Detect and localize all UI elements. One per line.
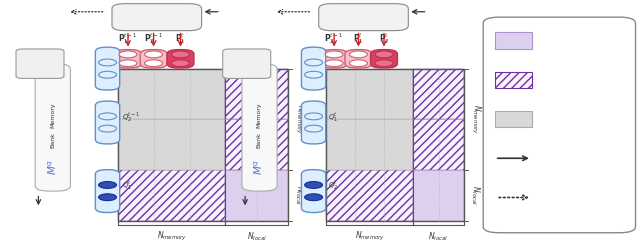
Circle shape [305,113,323,120]
Text: $M^p$: $M^p$ [363,18,380,32]
Circle shape [305,59,323,66]
Text: $M^p$: $M^p$ [156,18,173,32]
Text: $Q_1^t$: $Q_1^t$ [122,178,132,192]
Text: $M^q$: $M^q$ [47,159,59,175]
Text: Enqueue: Enqueue [540,154,577,163]
Text: k = 1: k = 1 [27,59,53,69]
FancyBboxPatch shape [95,47,120,90]
Circle shape [99,194,116,201]
FancyBboxPatch shape [319,4,408,31]
Circle shape [99,71,116,78]
Circle shape [375,60,393,67]
Text: Memory: Memory [141,7,172,16]
Text: Bank: Bank [147,13,166,22]
FancyBboxPatch shape [35,64,70,191]
Text: Bank: Bank [51,132,55,147]
Bar [326,69,464,220]
Bar [326,119,413,170]
Text: $\mathbf{P}_1^t$: $\mathbf{P}_1^t$ [175,31,186,46]
Circle shape [145,51,163,58]
Circle shape [119,51,137,58]
Text: $N_{local}$: $N_{local}$ [469,185,482,205]
Circle shape [305,125,323,132]
Bar [413,170,464,220]
Text: $N_{memory}$: $N_{memory}$ [157,230,187,243]
Circle shape [99,182,116,188]
FancyBboxPatch shape [112,4,202,31]
Circle shape [305,182,323,188]
Bar [118,170,225,220]
Text: $Q_1^t$: $Q_1^t$ [328,110,338,123]
FancyBboxPatch shape [483,17,636,233]
Bar [225,119,288,170]
Text: Memory: Memory [257,102,262,128]
Bar [495,72,532,88]
Bar [118,69,288,220]
Bar [225,170,288,220]
Text: partial gradient: partial gradient [540,75,605,84]
FancyBboxPatch shape [95,170,120,212]
Bar [413,119,464,170]
FancyBboxPatch shape [16,49,64,78]
FancyBboxPatch shape [321,49,348,68]
Bar [118,69,225,119]
FancyBboxPatch shape [301,47,326,90]
Text: $N_{memory}$: $N_{memory}$ [469,104,482,134]
FancyBboxPatch shape [371,49,397,68]
Text: $Q_2^{t-1}$: $Q_2^{t-1}$ [122,110,140,123]
Text: $\mathbf{P}_2^t$: $\mathbf{P}_2^t$ [379,31,389,46]
Text: $N_{local}$: $N_{local}$ [429,230,449,243]
Text: Bank: Bank [257,132,262,147]
Text: $Q_1^{t-1}$: $Q_1^{t-1}$ [122,56,140,69]
Text: $N_{memory}$: $N_{memory}$ [355,230,385,243]
Bar [495,32,532,49]
Text: no gradient: no gradient [540,115,588,123]
Circle shape [172,60,189,67]
Bar [326,69,413,119]
Text: $Q_2^{t-1}$: $Q_2^{t-1}$ [328,56,346,69]
Text: $\mathbf{P}_1^{t-1}$: $\mathbf{P}_1^{t-1}$ [118,31,138,46]
FancyBboxPatch shape [115,49,141,68]
Bar [495,111,532,127]
Text: $N_{memory}$: $N_{memory}$ [293,104,306,134]
Circle shape [325,51,343,58]
Text: $\mathbf{P}_2^{t-1}$: $\mathbf{P}_2^{t-1}$ [144,31,163,46]
Circle shape [99,125,116,132]
Circle shape [305,71,323,78]
Text: Bank: Bank [354,13,373,22]
Text: Memory: Memory [348,7,379,16]
Circle shape [172,51,189,58]
FancyBboxPatch shape [140,49,167,68]
Text: $M^q$: $M^q$ [253,159,266,175]
FancyBboxPatch shape [95,101,120,144]
Circle shape [145,60,163,67]
Circle shape [119,60,137,67]
FancyBboxPatch shape [345,49,372,68]
Text: $N_{local}$: $N_{local}$ [293,185,306,205]
Bar [118,119,225,170]
Bar [225,69,288,119]
Circle shape [99,113,116,120]
Text: $\mathbf{P}_1^t$: $\mathbf{P}_1^t$ [353,31,364,46]
Text: $Q_2^t$: $Q_2^t$ [328,178,338,192]
Circle shape [375,51,393,58]
Text: k = 2: k = 2 [234,59,260,69]
Text: Memory: Memory [51,102,55,128]
Text: full gradient: full gradient [540,36,591,45]
Text: $\mathbf{P}_2^{t-1}$: $\mathbf{P}_2^{t-1}$ [324,31,344,46]
Bar [413,69,464,119]
Text: $N_{local}$: $N_{local}$ [246,230,267,243]
FancyBboxPatch shape [301,101,326,144]
Circle shape [305,194,323,201]
Bar [326,170,413,220]
Circle shape [349,60,367,67]
FancyBboxPatch shape [242,64,277,191]
FancyBboxPatch shape [301,170,326,212]
FancyBboxPatch shape [223,49,271,78]
Text: Dequeue: Dequeue [540,193,578,202]
FancyBboxPatch shape [167,49,194,68]
Circle shape [349,51,367,58]
Circle shape [325,60,343,67]
Circle shape [99,59,116,66]
